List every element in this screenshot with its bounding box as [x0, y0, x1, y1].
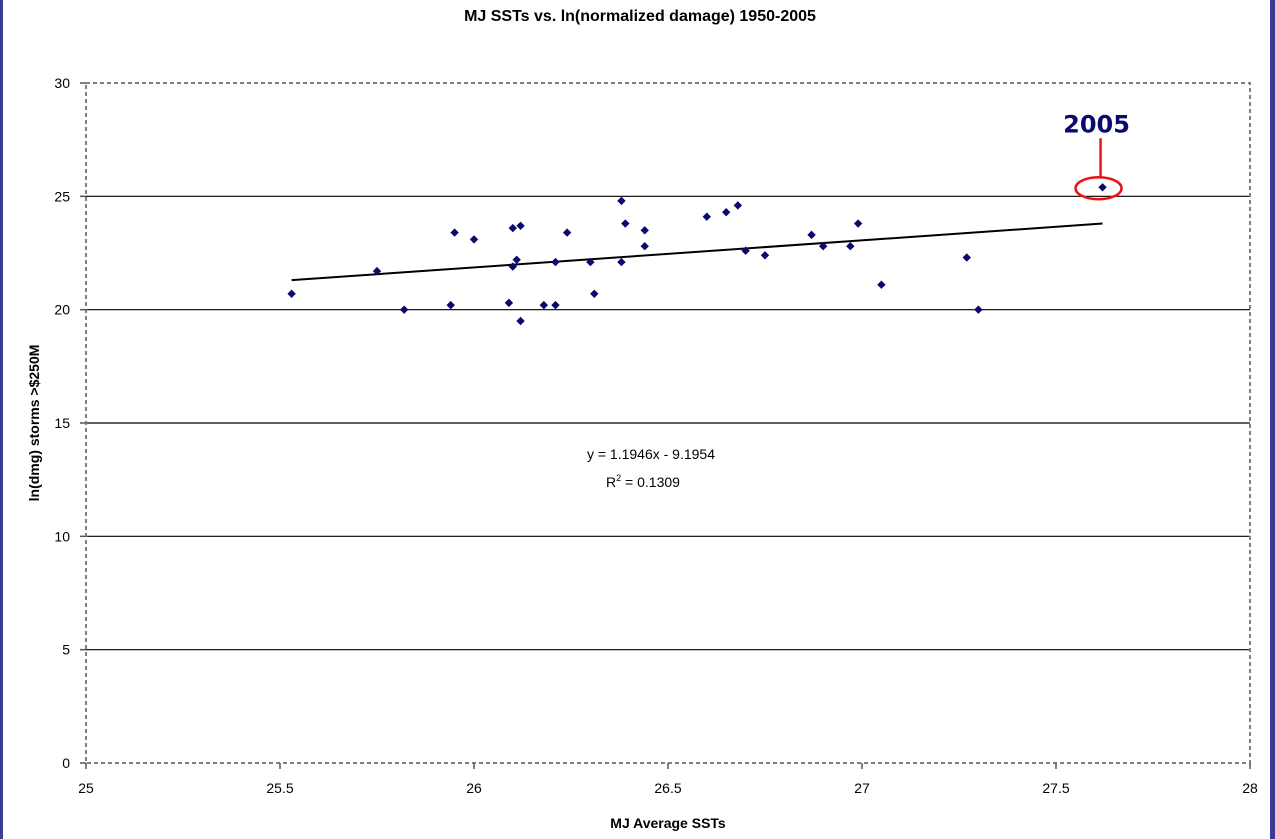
- chart-title: MJ SSTs vs. ln(normalized damage) 1950-2…: [464, 8, 816, 25]
- data-point: [962, 253, 971, 262]
- data-point: [516, 221, 525, 230]
- data-point: [760, 251, 770, 260]
- data-point: [512, 255, 521, 264]
- y-tick-label: 25: [54, 188, 70, 204]
- data-point: [621, 219, 630, 228]
- data-point: [539, 300, 549, 310]
- data-point: [846, 242, 855, 251]
- data-point: [590, 289, 599, 298]
- y-tick-label: 30: [54, 75, 70, 91]
- r-squared-label: R2 = 0.1309: [606, 473, 680, 490]
- data-point: [1098, 183, 1107, 192]
- data-point: [640, 242, 649, 251]
- trendline-equation: y = 1.1946x - 9.1954: [587, 446, 715, 462]
- data-point: [508, 223, 517, 233]
- data-point: [551, 257, 560, 267]
- data-point: [741, 246, 750, 255]
- trendline: [291, 222, 1103, 282]
- y-tick-label: 10: [54, 528, 70, 544]
- data-point: [853, 219, 863, 228]
- data-point: [617, 257, 626, 267]
- x-tick-label: 26: [466, 780, 482, 796]
- x-tick-label: 27.5: [1042, 780, 1069, 796]
- y-tick-label: 20: [54, 302, 70, 318]
- data-point: [551, 300, 560, 310]
- r-squared-exponent: 2: [616, 473, 621, 483]
- r-squared-value: = 0.1309: [621, 474, 680, 490]
- data-point: [446, 300, 455, 310]
- highlight-circle: [1074, 176, 1123, 201]
- data-points: [287, 183, 1107, 326]
- x-tick-label: 28: [1242, 780, 1258, 796]
- y-axis-label: ln(dmg) storms >$250M: [26, 345, 42, 502]
- data-point: [974, 305, 983, 314]
- data-point: [586, 257, 595, 267]
- x-tick-label: 25.5: [266, 780, 293, 796]
- data-point: [733, 201, 743, 210]
- x-axis-label: MJ Average SSTs: [610, 815, 726, 831]
- highlight-label: 2005: [1063, 110, 1130, 138]
- y-axis-ticks: 0 5 10 15 20 25 30: [54, 75, 86, 771]
- data-point: [504, 298, 514, 308]
- data-point: [516, 316, 525, 326]
- x-tick-label: 25: [78, 780, 94, 796]
- data-point: [702, 212, 711, 221]
- x-tick-label: 27: [854, 780, 870, 796]
- y-tick-label: 5: [62, 642, 70, 658]
- y-tick-label: 0: [62, 755, 70, 771]
- data-point: [807, 230, 816, 240]
- frame-left-border: [0, 0, 3, 839]
- data-point: [722, 208, 731, 217]
- y-tick-label: 15: [54, 415, 70, 431]
- data-point: [640, 226, 649, 235]
- gridlines: [86, 195, 1250, 651]
- data-point: [450, 228, 459, 237]
- data-point: [372, 266, 382, 276]
- data-point: [287, 289, 296, 298]
- data-point: [508, 262, 517, 271]
- data-point: [877, 280, 886, 289]
- data-point: [819, 242, 828, 251]
- data-point: [469, 235, 479, 244]
- x-axis-ticks: 25 25.5 26 26.5 27 27.5 28: [78, 763, 1258, 796]
- r-squared-symbol: R: [606, 474, 616, 490]
- data-point: [617, 196, 626, 206]
- data-point: [399, 305, 409, 314]
- x-tick-label: 26.5: [654, 780, 681, 796]
- data-point: [562, 228, 572, 237]
- highlight-annotation: 2005: [1063, 110, 1130, 201]
- frame-right-border: [1270, 0, 1275, 839]
